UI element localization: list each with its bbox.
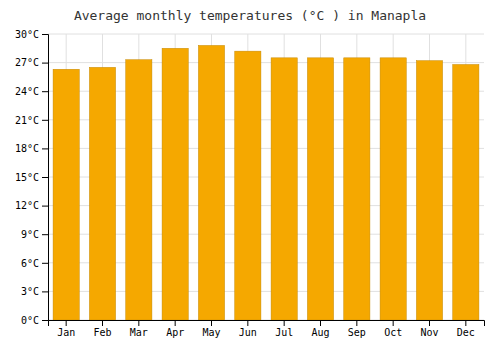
bar [198, 45, 224, 320]
grid [48, 34, 484, 320]
bar [53, 69, 79, 320]
x-tick-label: May [202, 327, 220, 338]
x-tick: Sep [348, 320, 366, 338]
x-tick-label: Dec [457, 327, 475, 338]
x-tick-label: Jul [275, 327, 293, 338]
x-axis: Jan Feb Mar Apr May Jun Jul Aug Sep Oct Nov Dec [49, 320, 485, 338]
y-tick-mark [42, 91, 48, 92]
y-tick: 6°C [21, 258, 48, 269]
x-tick: Jan [57, 320, 75, 338]
y-tick: 15°C [15, 172, 48, 183]
chart: Jan Feb Mar Apr May Jun Jul Aug Sep Oct Nov Dec 0°C 3… [0, 0, 500, 350]
y-tick-label: 6°C [21, 258, 39, 269]
x-tick-label: Feb [93, 327, 111, 338]
x-tick: Mar [130, 320, 148, 338]
x-tick: Aug [311, 320, 329, 338]
bar [344, 58, 370, 320]
y-tick-label: 0°C [21, 315, 39, 326]
y-tick-mark [42, 263, 48, 264]
y-tick-mark [42, 234, 48, 235]
y-tick-mark [42, 120, 48, 121]
bar [416, 61, 442, 320]
y-tick: 12°C [15, 200, 48, 211]
y-axis-line [42, 35, 49, 321]
bar [126, 60, 152, 320]
x-tick: Feb [93, 320, 111, 338]
y-tick-label: 21°C [15, 115, 39, 126]
x-tick-mark [211, 320, 212, 326]
y-tick: 9°C [21, 229, 48, 240]
x-axis-line [49, 321, 485, 327]
bar [271, 58, 297, 320]
x-tick-mark [66, 320, 67, 326]
y-tick-label: 12°C [15, 200, 39, 211]
y-tick-mark [42, 291, 48, 292]
y-tick-label: 15°C [15, 172, 39, 183]
bar [162, 48, 188, 320]
x-tick-label: Sep [348, 327, 366, 338]
y-tick-mark [42, 177, 48, 178]
x-tick: Nov [420, 320, 438, 338]
y-tick-label: 30°C [15, 29, 39, 40]
bar [380, 58, 406, 320]
y-tick-mark [42, 148, 48, 149]
y-tick-mark [42, 63, 48, 64]
y-tick-label: 18°C [15, 143, 39, 154]
y-tick: 0°C [21, 315, 48, 326]
plot: Jan Feb Mar Apr May Jun Jul Aug Sep Oct Nov Dec 0°C 3… [15, 29, 485, 338]
bar [453, 65, 479, 320]
title: Average monthly temperatures (°C ) in Ma… [74, 8, 426, 23]
x-tick: May [202, 320, 220, 338]
y-axis: 0°C 3°C 6°C 9°C 12°C 15°C 18°C 21°C 24°C 27°C 30°C [15, 29, 49, 326]
y-tick-label: 3°C [21, 286, 39, 297]
bar [235, 51, 261, 320]
x-tick-mark [102, 320, 103, 326]
y-tick-label: 9°C [21, 229, 39, 240]
y-tick-mark [42, 34, 48, 35]
x-tick-mark [429, 320, 430, 326]
x-tick: Jun [239, 320, 257, 338]
bars [53, 45, 479, 320]
x-tick: Oct [384, 320, 402, 338]
y-tick-mark [42, 320, 48, 321]
x-tick-label: Oct [384, 327, 402, 338]
x-tick-mark [175, 320, 176, 326]
x-tick-label: Jun [239, 327, 257, 338]
y-tick: 30°C [15, 29, 48, 40]
bar [89, 67, 115, 320]
y-grid-line [48, 34, 484, 35]
x-tick-mark [138, 320, 139, 326]
y-tick-label: 27°C [15, 57, 39, 68]
x-tick-mark [393, 320, 394, 326]
x-tick-label: Aug [311, 327, 329, 338]
x-tick-label: Nov [420, 327, 438, 338]
y-tick: 18°C [15, 143, 48, 154]
x-tick: Jul [275, 320, 293, 338]
x-tick: Dec [457, 320, 475, 338]
y-tick: 21°C [15, 115, 48, 126]
y-tick: 3°C [21, 286, 48, 297]
x-tick-mark [356, 320, 357, 326]
y-tick-mark [42, 206, 48, 207]
y-tick: 24°C [15, 86, 48, 97]
x-tick-mark [284, 320, 285, 326]
x-tick: Apr [166, 320, 184, 338]
x-tick-mark [247, 320, 248, 326]
x-tick-label: Mar [130, 327, 148, 338]
bar [307, 58, 333, 320]
x-tick-mark [465, 320, 466, 326]
x-tick-label: Jan [57, 327, 75, 338]
y-tick: 27°C [15, 57, 48, 68]
x-tick-mark [320, 320, 321, 326]
x-tick-label: Apr [166, 327, 184, 338]
y-tick-label: 24°C [15, 86, 39, 97]
